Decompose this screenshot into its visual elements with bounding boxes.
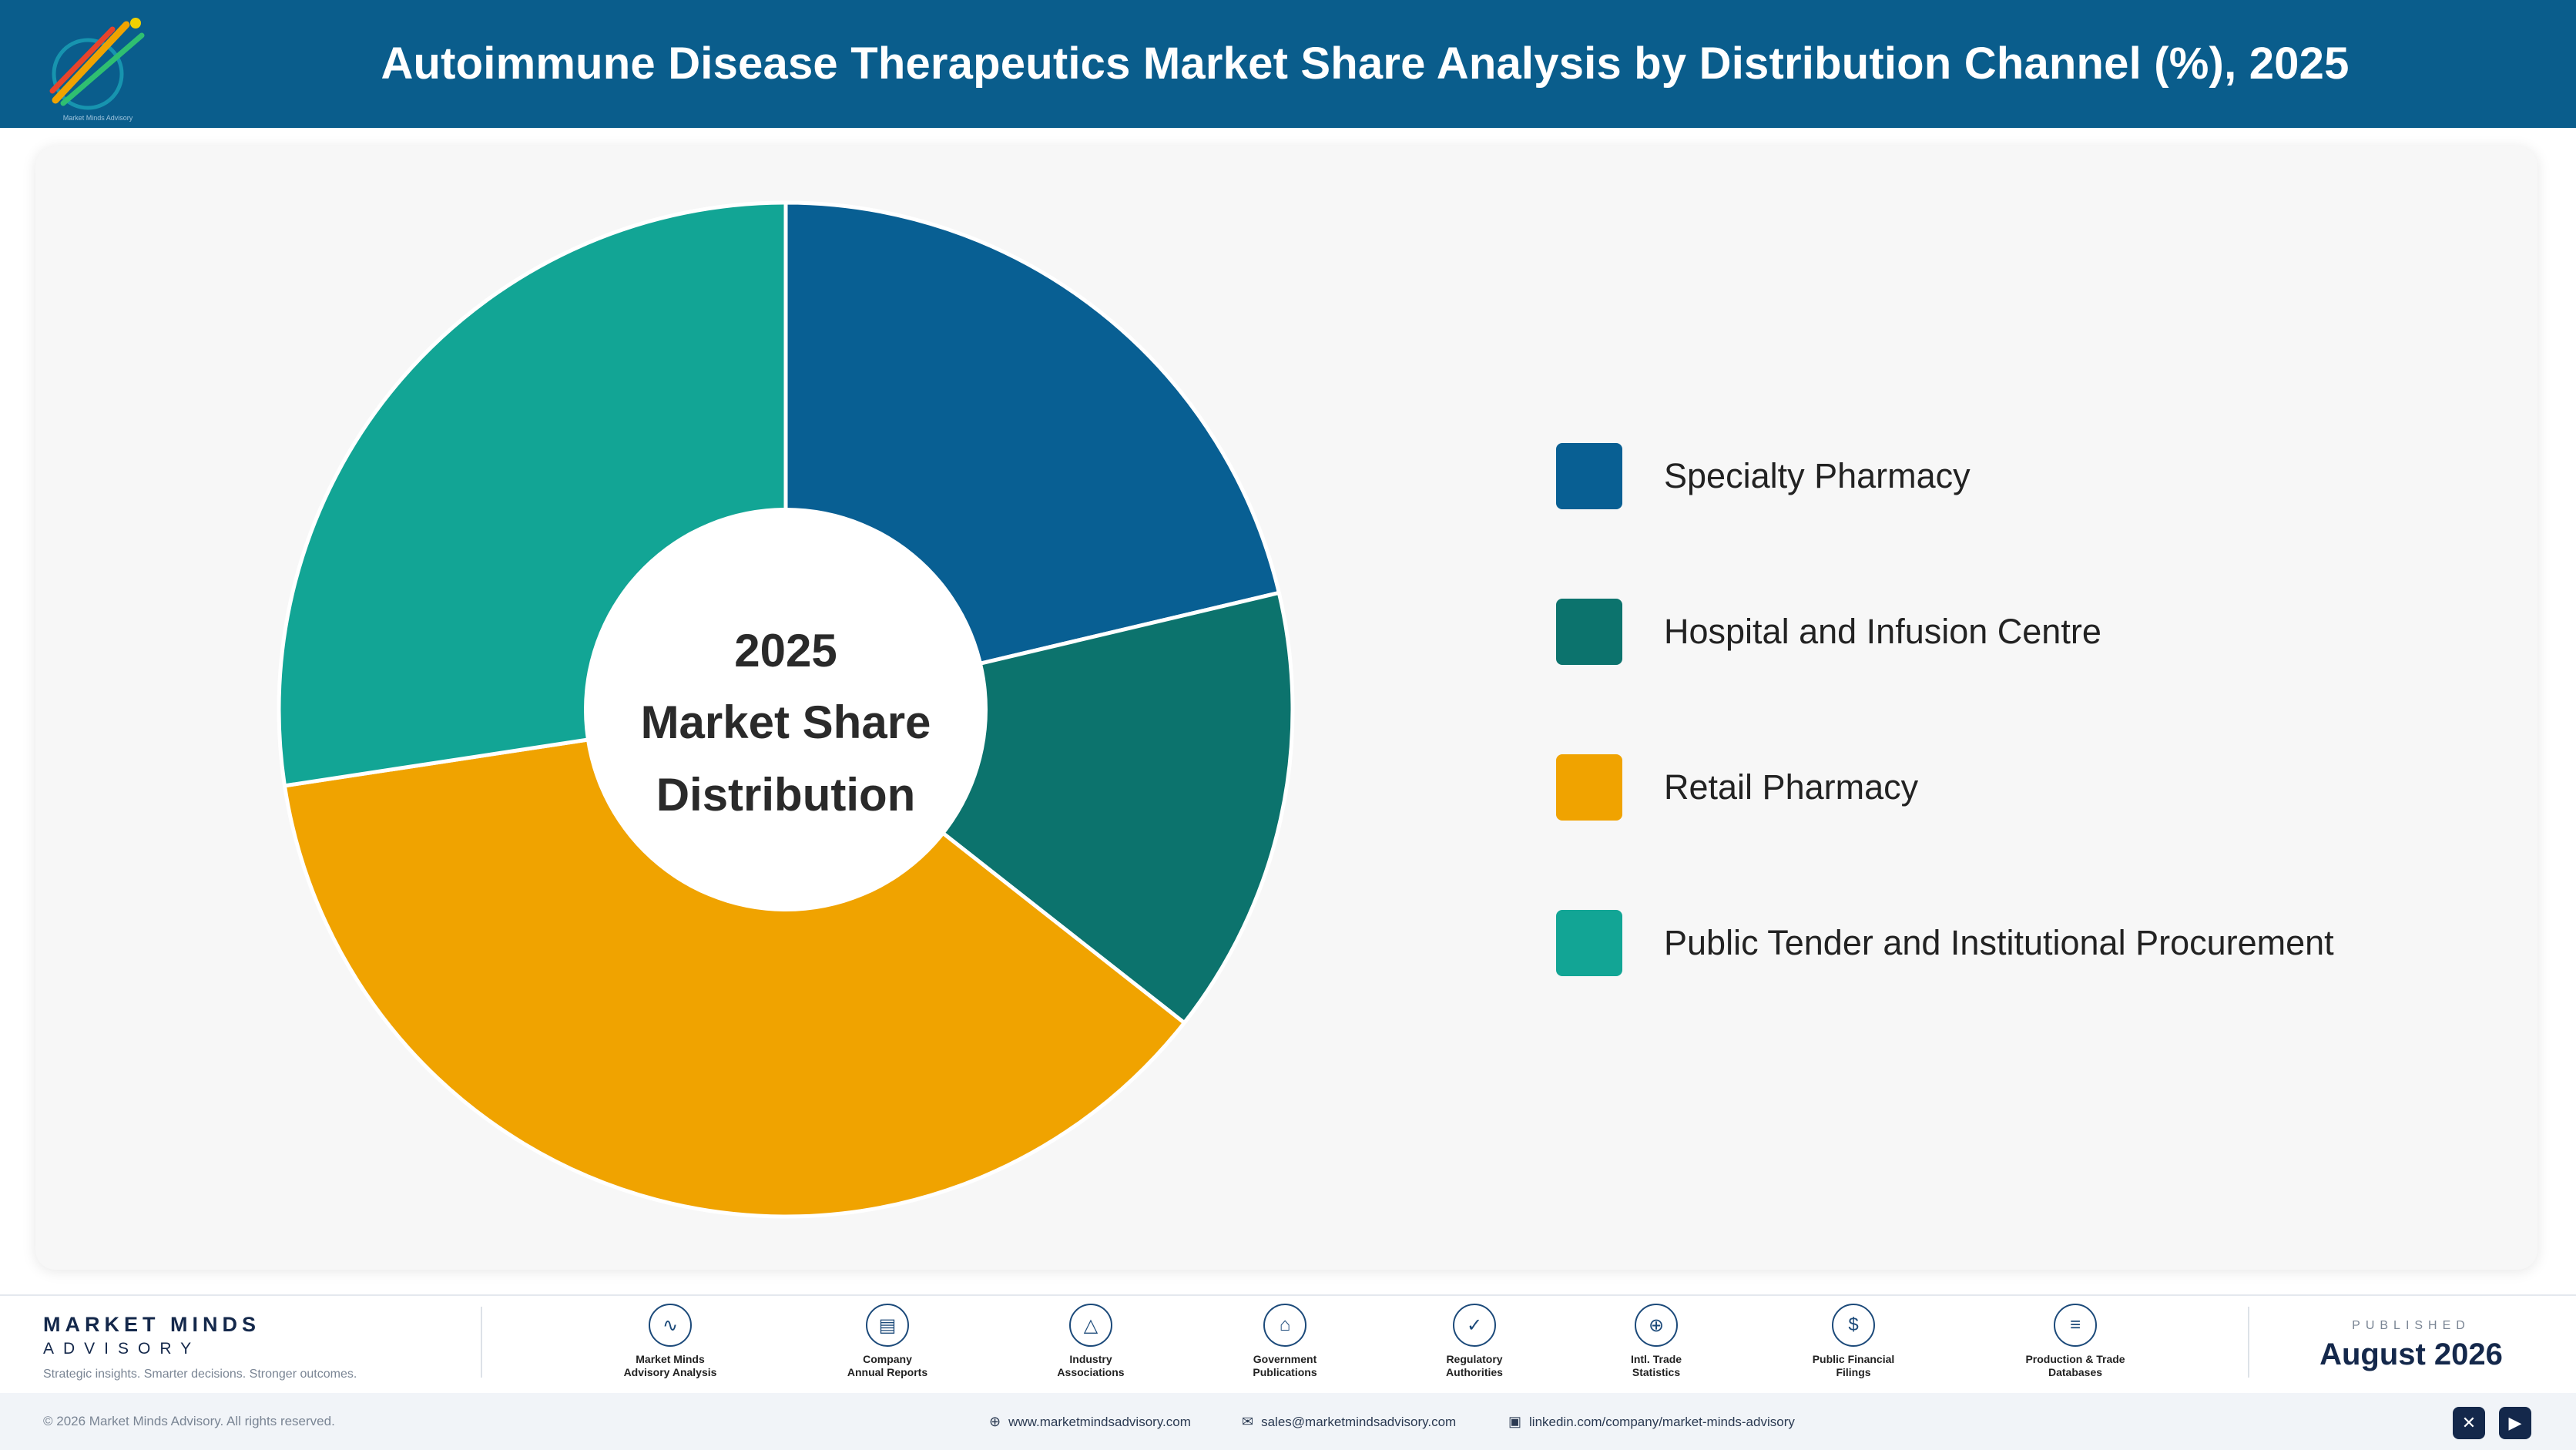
copyright-text: © 2026 Market Minds Advisory. All rights… [43,1414,335,1428]
source-label: Intl. Trade Statistics [1630,1353,1682,1378]
market-minds-logo-icon: Market Minds Advisory [49,18,145,122]
document-icon: ▤ [866,1304,909,1347]
legend-swatch [1556,443,1622,509]
trend-chart-icon: ∿ [649,1304,692,1347]
center-label-year: 2025 [734,625,837,676]
bottom-bar: © 2026 Market Minds Advisory. All rights… [0,1393,2576,1450]
linkedin-text: linkedin.com/company/market-minds-adviso… [1529,1415,1795,1429]
center-label-line3: Distribution [656,769,916,821]
mail-icon: ✉ [1242,1414,1254,1429]
source-label: Production & Trade Databases [2025,1353,2125,1378]
linkedin-icon: ▣ [1508,1414,1522,1429]
legend-label: Retail Pharmacy [1664,767,1919,807]
youtube-icon[interactable]: ▶ [2499,1407,2531,1439]
globe-icon: ⊕ [989,1414,1001,1429]
email-link[interactable]: ✉ sales@marketmindsadvisory.com [1242,1393,1456,1450]
legend-label: Specialty Pharmacy [1664,456,1971,495]
source-regulatory-authorities: ✓ Regulatory Authorities [1397,1304,1551,1379]
published-label: PUBLISHED [2352,1319,2470,1332]
source-industry-associations: △ Industry Associations [1014,1304,1168,1379]
linkedin-link[interactable]: ▣ linkedin.com/company/market-minds-advis… [1508,1393,1795,1450]
coin-icon: $ [1832,1304,1875,1347]
source-label: Government Publications [1253,1353,1317,1378]
footer-brand: MARKET MINDS ADVISORY Strategic insights… [43,1313,357,1381]
network-icon: △ [1069,1304,1112,1347]
source-annual-reports: ▤ Company Annual Reports [810,1304,964,1379]
header-bar: Market Minds Advisory Autoimmune Disease… [0,0,2576,128]
email-text: sales@marketmindsadvisory.com [1261,1415,1457,1429]
source-label: Public Financial Filings [1812,1353,1895,1378]
source-trade-statistics: ⊕ Intl. Trade Statistics [1579,1304,1733,1379]
website-link[interactable]: ⊕ www.marketmindsadvisory.com [989,1393,1191,1450]
legend-label: Hospital and Infusion Centre [1664,612,2101,651]
legend-label: Public Tender and Institutional Procurem… [1664,923,2334,962]
source-label: Industry Associations [1057,1353,1125,1378]
brand-subtitle: ADVISORY [43,1340,201,1358]
source-label: Regulatory Authorities [1446,1353,1503,1378]
legend-swatch [1556,754,1622,821]
source-advisory-analysis: ∿ Market Minds Advisory Analysis [593,1304,747,1379]
government-building-icon: ⌂ [1263,1304,1306,1347]
source-government-publications: ⌂ Government Publications [1208,1304,1362,1379]
globe-icon: ⊕ [1635,1304,1678,1347]
footer-divider [2248,1307,2249,1378]
donut-hole [584,508,988,911]
x-icon[interactable]: ✕ [2453,1407,2485,1439]
page-title: Autoimmune Disease Therapeutics Market S… [381,39,2350,89]
shield-check-icon: ✓ [1453,1304,1496,1347]
source-financial-filings: $ Public Financial Filings [1776,1304,1930,1379]
legend-swatch [1556,910,1622,976]
brand-tagline: Strategic insights. Smarter decisions. S… [43,1368,357,1381]
source-trade-databases: ≡ Production & Trade Databases [1998,1304,2152,1379]
pie-slice-retail-pharmacy[interactable] [282,707,1186,1219]
center-label-line2: Market Share [641,696,931,748]
website-text: www.marketmindsadvisory.com [1008,1415,1191,1429]
source-label: Company Annual Reports [847,1353,928,1378]
legend-swatch [1556,599,1622,665]
database-icon: ≡ [2054,1304,2097,1347]
footer-divider [481,1307,482,1378]
published-block: PUBLISHED August 2026 [2280,1319,2542,1372]
published-date: August 2026 [2319,1338,2503,1371]
source-label: Market Minds Advisory Analysis [623,1353,717,1378]
svg-text:Market Minds Advisory: Market Minds Advisory [63,114,133,122]
brand-name: MARKET MINDS [43,1313,260,1336]
